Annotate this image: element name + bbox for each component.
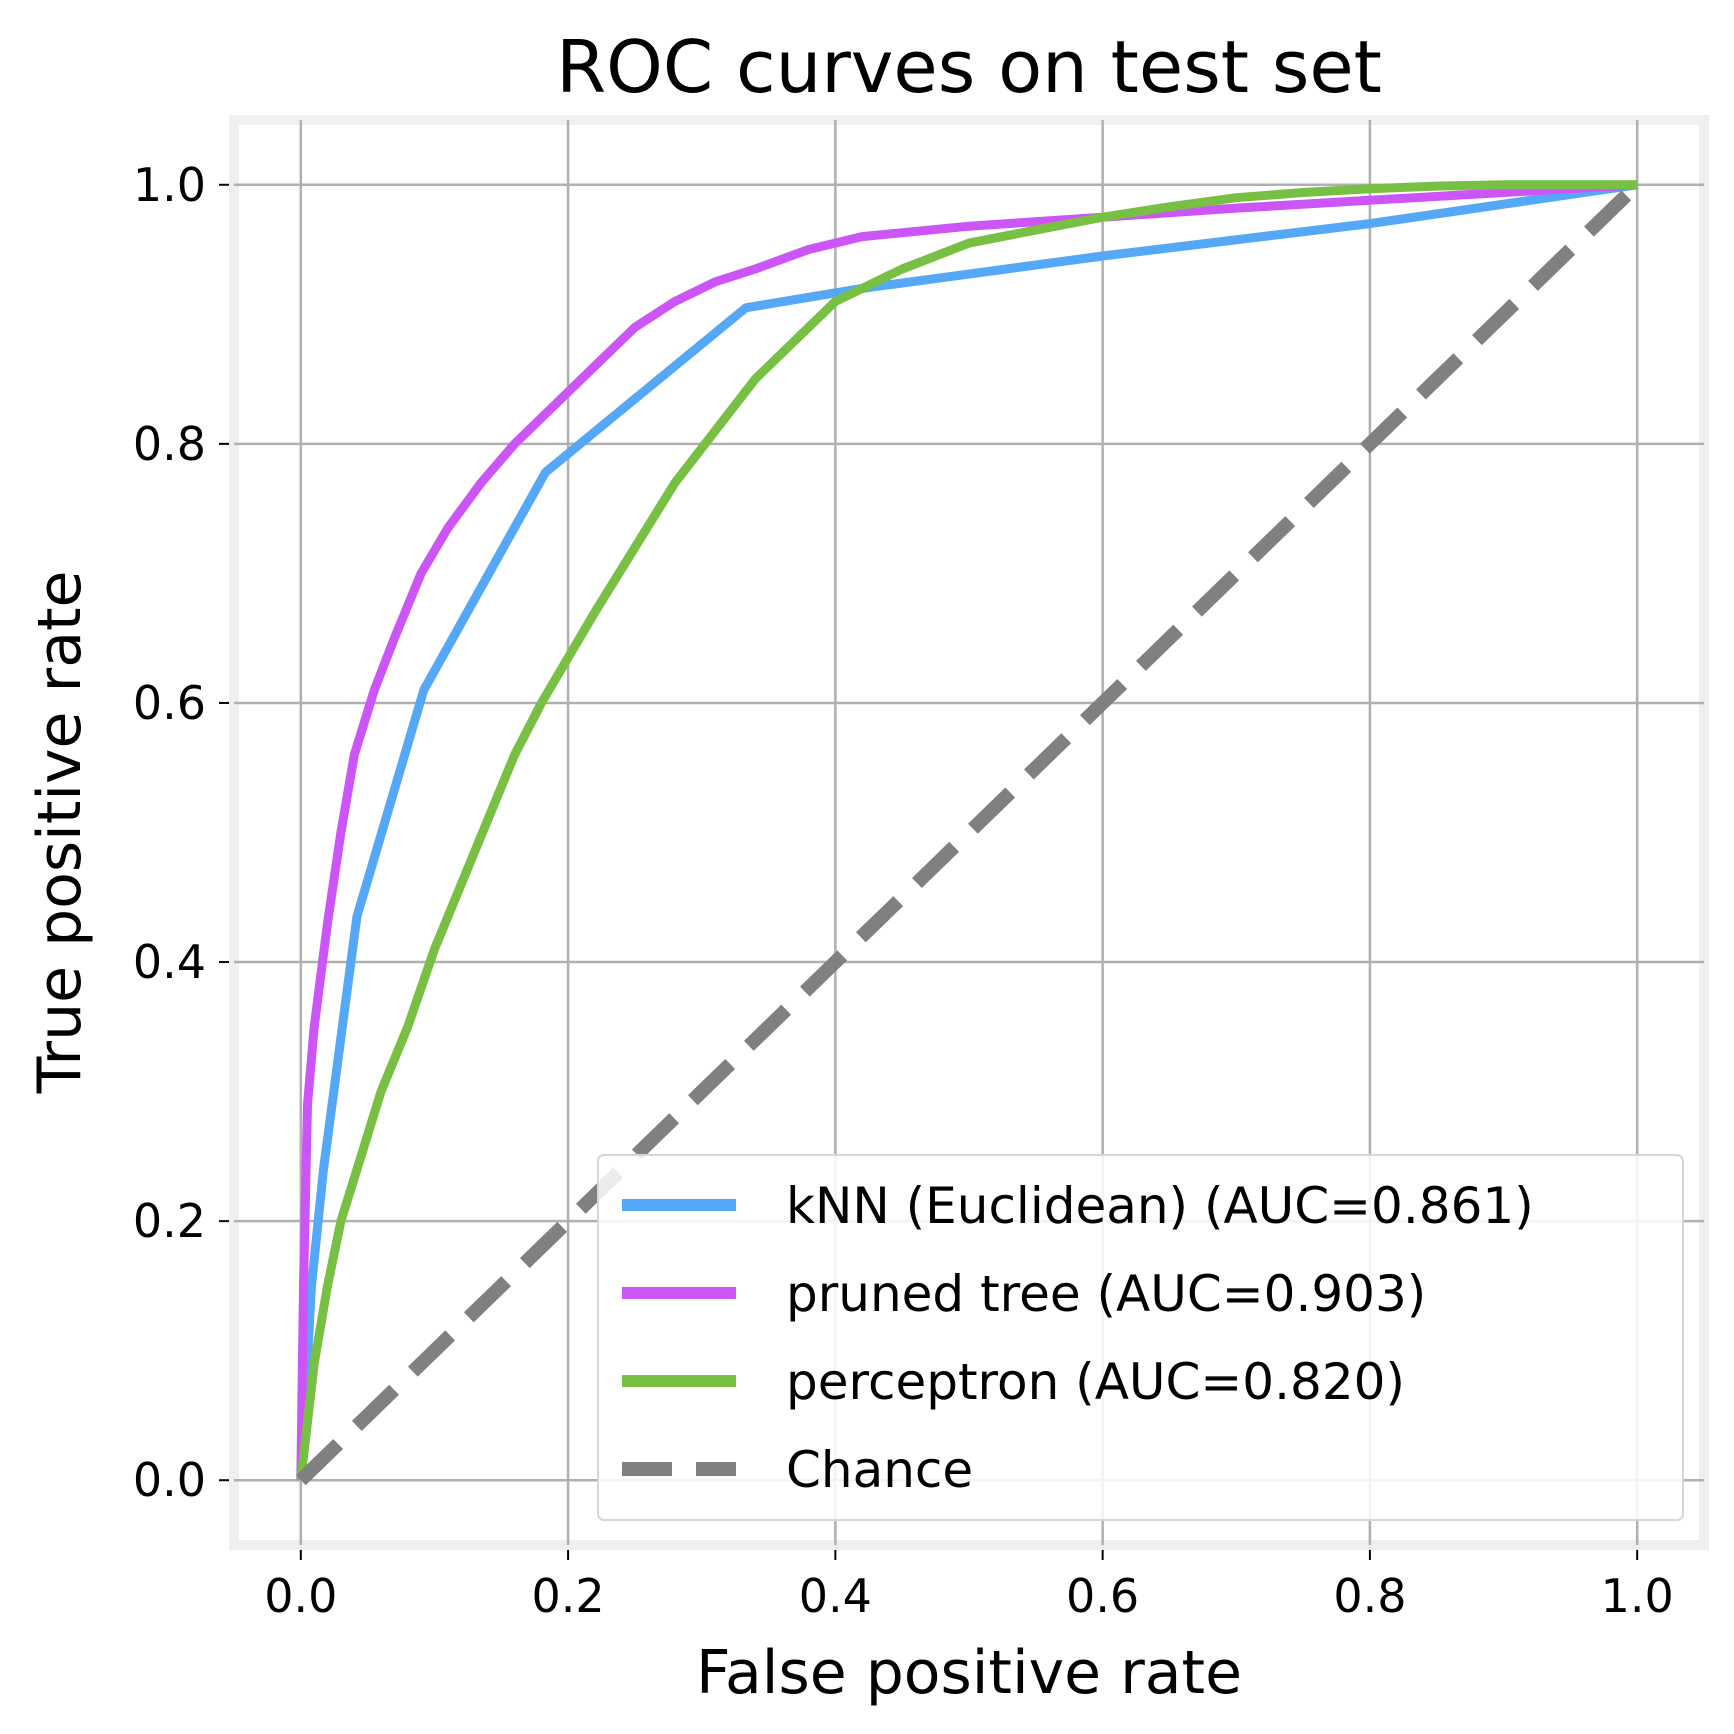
- x-tick-label: 0.2: [532, 1569, 605, 1623]
- y-tick-label: 0.6: [133, 676, 206, 730]
- legend-label-0: kNN (Euclidean) (AUC=0.861): [786, 1177, 1534, 1235]
- series-layer: [295, 179, 1643, 1486]
- legend-label-2: perceptron (AUC=0.820): [786, 1353, 1405, 1411]
- y-tick-label: 0.4: [133, 935, 206, 989]
- x-tick-label: 0.8: [1333, 1569, 1406, 1623]
- y-tick-label: 1.0: [133, 158, 206, 212]
- y-tick-label: 0.8: [133, 417, 206, 471]
- x-tick-label: 0.6: [1066, 1569, 1139, 1623]
- chart-title: ROC curves on test set: [556, 25, 1382, 109]
- x-tick-label: 1.0: [1601, 1569, 1674, 1623]
- legend-label-1: pruned tree (AUC=0.903): [786, 1265, 1426, 1323]
- legend: kNN (Euclidean) (AUC=0.861) pruned tree (…: [597, 1154, 1684, 1521]
- tick-layer: 0.0 0.2 0.4 0.6 0.8 1.0 0.0 0.2 0.4 0.6 0.8 1.0: [133, 158, 1674, 1623]
- series-line-1: [296, 180, 1638, 1481]
- y-tick-label: 0.2: [133, 1194, 206, 1248]
- legend-frame: [597, 1154, 1684, 1521]
- series-line-2: [296, 180, 1638, 1481]
- y-tick-label: 0.0: [133, 1453, 206, 1507]
- series-line-0: [296, 180, 1638, 1481]
- legend-label-3: Chance: [786, 1441, 973, 1499]
- x-axis-label: False positive rate: [696, 1638, 1242, 1708]
- x-tick-label: 0.0: [264, 1569, 337, 1623]
- x-tick-label: 0.4: [799, 1569, 872, 1623]
- y-axis-label: True positive rate: [25, 571, 95, 1095]
